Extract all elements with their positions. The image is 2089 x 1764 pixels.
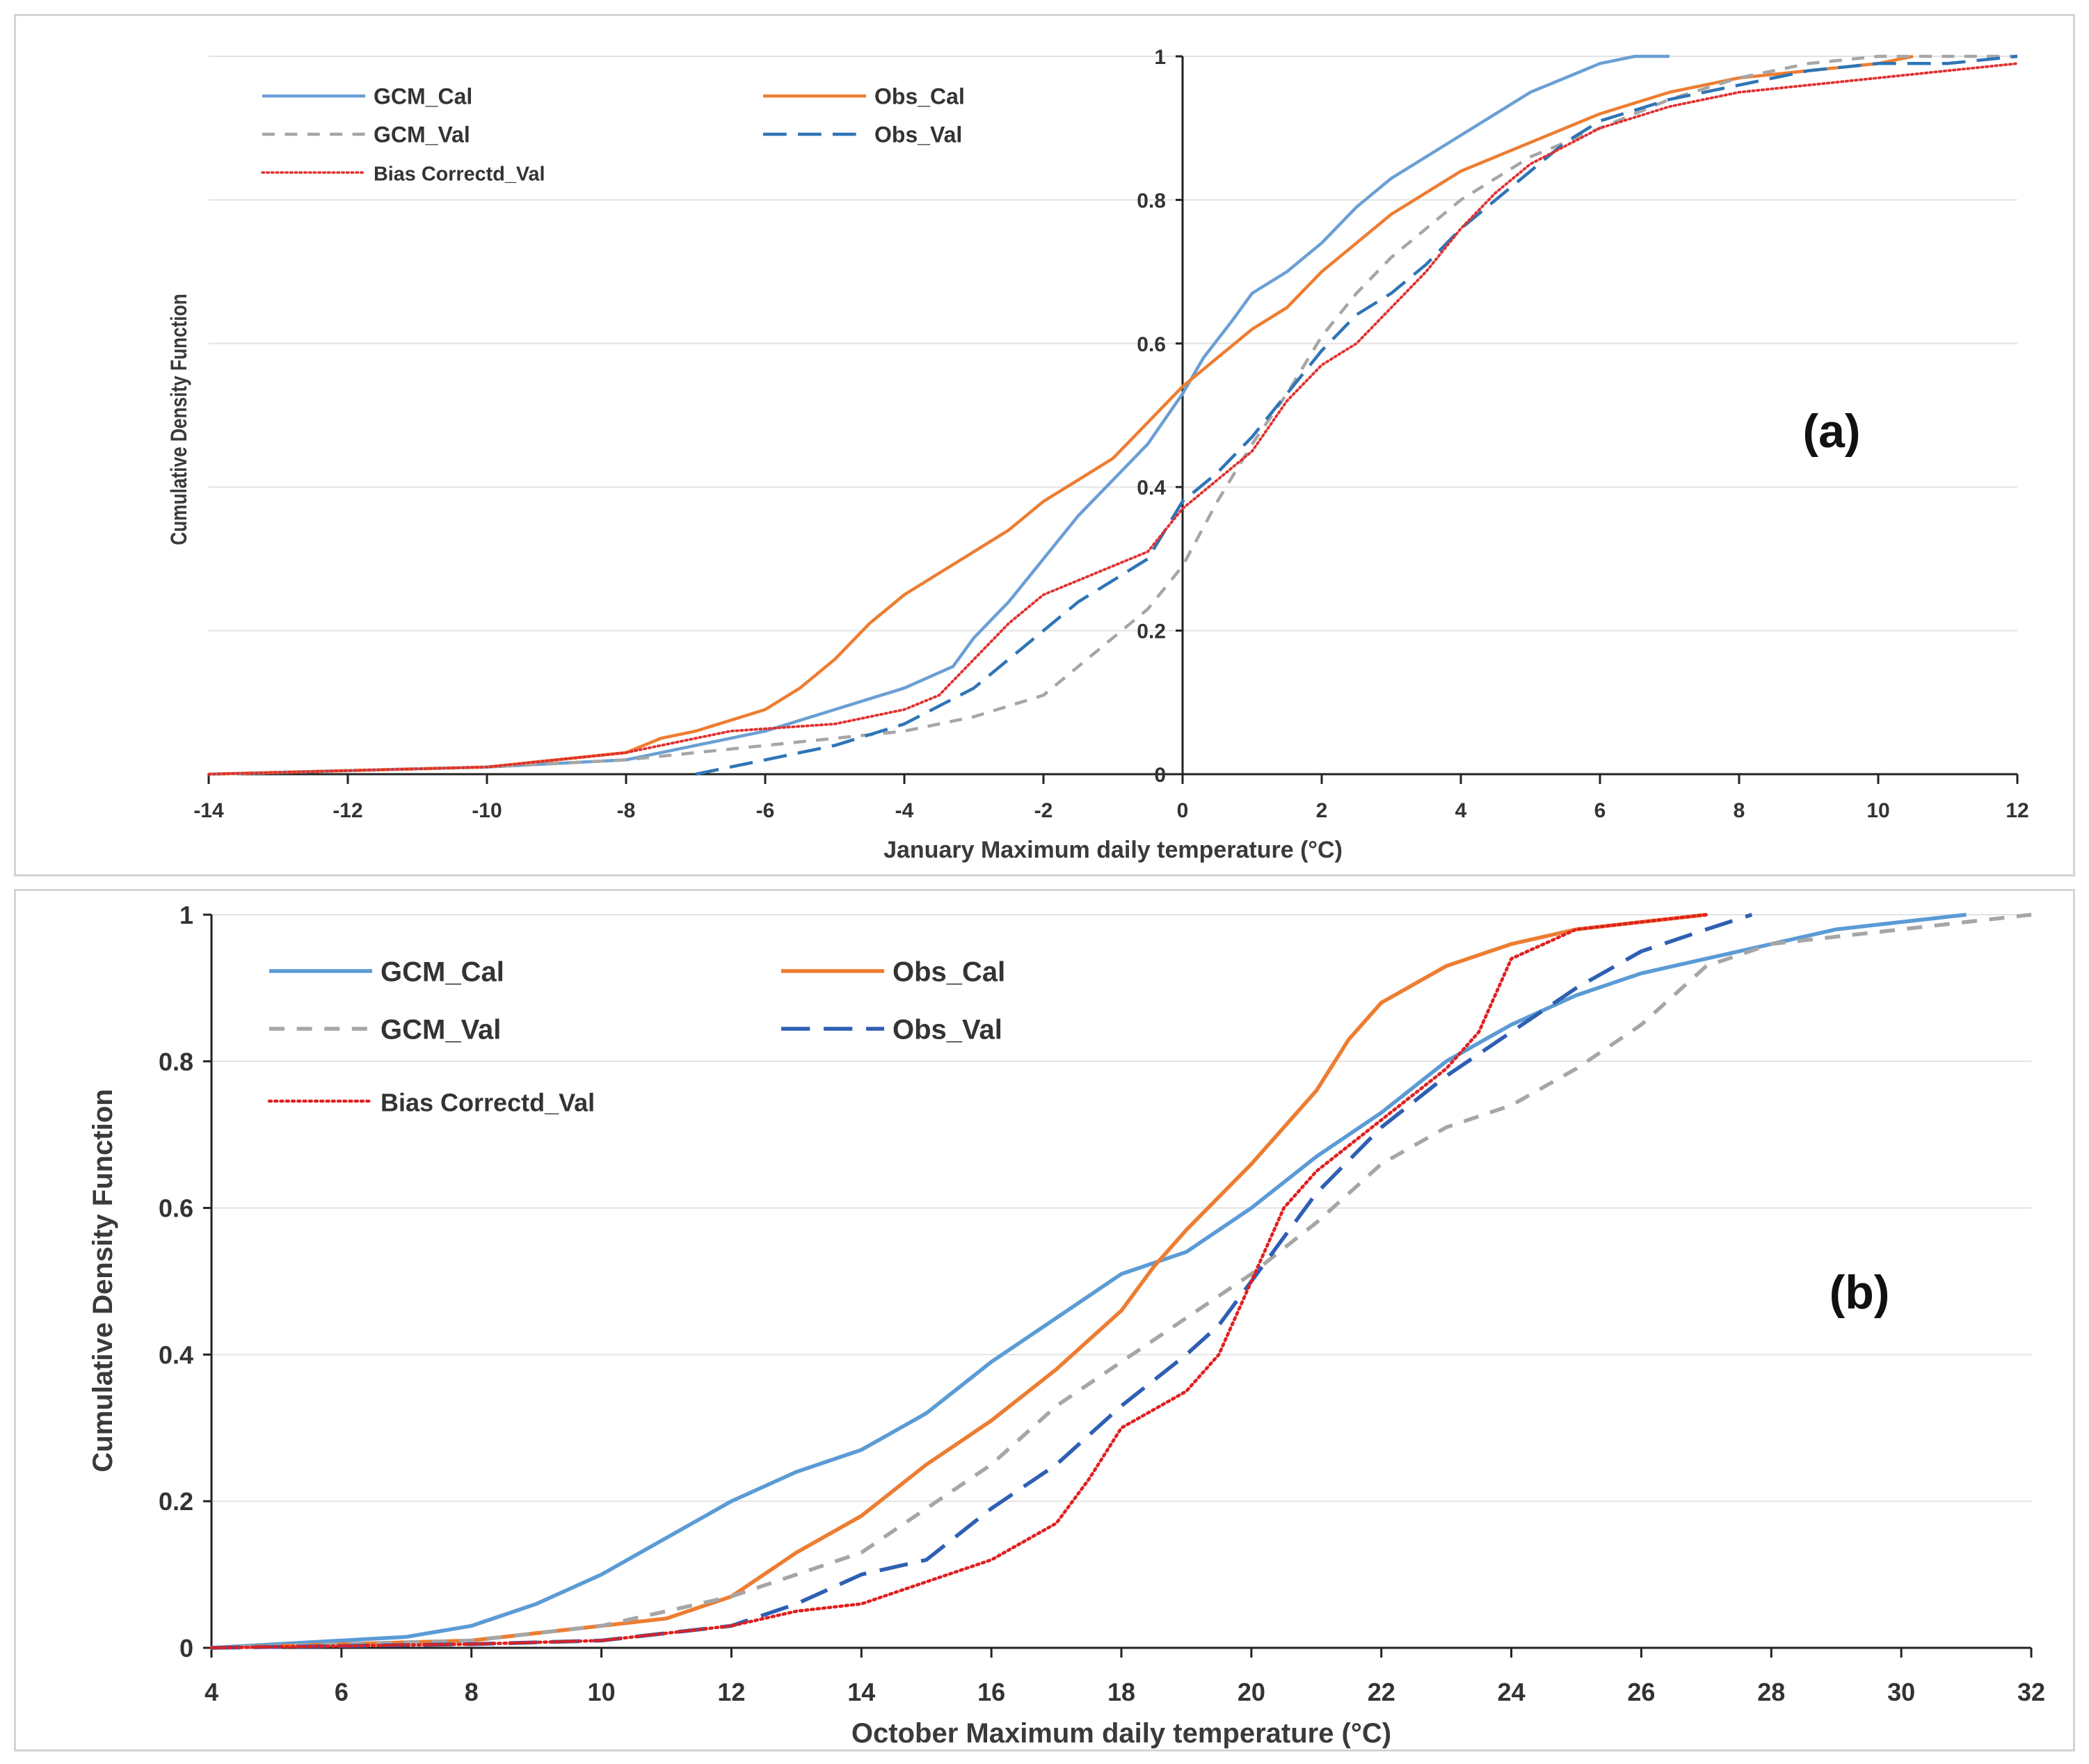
axes: 4 6 8 10 12 14 16 18 20 22 24 26 28 30 32 0 0.2 0.4 0.6 0.8… — [159, 901, 2045, 1706]
y-tick-label: 0.2 — [159, 1487, 193, 1516]
x-tick-label: 4 — [1455, 799, 1467, 822]
x-tick-label: 8 — [1734, 799, 1745, 822]
chart-panel-a: -14 -12 -10 -8 -6 -4 -2 0 2 4 6 8 10 12 0 0.2 0.4 0.6 0.8 1… — [14, 14, 2075, 876]
x-tick-label: 30 — [1887, 1678, 1915, 1706]
x-tick-label: 4 — [205, 1678, 218, 1706]
gridlines — [209, 56, 2017, 632]
legend-label: Obs_Val — [893, 1014, 1002, 1045]
y-tick-label: 1 — [179, 901, 193, 929]
y-tick-label: 0 — [179, 1634, 193, 1662]
legend: GCM_Cal Obs_Cal GCM_Val Obs_Val Bias Correct… — [267, 956, 1005, 1116]
x-tick-label: 28 — [1757, 1678, 1785, 1706]
axes: -14 -12 -10 -8 -6 -4 -2 0 2 4 6 8 10 12 0 0.2 0.4 0.6 0.8 1 — [193, 46, 2028, 822]
x-tick-label: 8 — [465, 1678, 479, 1706]
y-tick-label: 0.6 — [1137, 333, 1166, 356]
legend-label: Bias Correctd_Val — [374, 163, 545, 186]
y-tick-label: 0 — [1154, 764, 1166, 787]
x-tick-label: 6 — [1594, 799, 1606, 822]
x-tick-label: -14 — [193, 799, 224, 822]
legend-label: GCM_Val — [381, 1014, 501, 1045]
x-tick-label: 22 — [1368, 1678, 1395, 1706]
legend-label: Obs_Cal — [893, 956, 1005, 987]
x-tick-label: 2 — [1316, 799, 1328, 822]
panel-label: (b) — [1830, 1266, 1890, 1319]
x-tick-label: 10 — [1866, 799, 1889, 822]
x-tick-label: -8 — [617, 799, 636, 822]
x-tick-label: 20 — [1238, 1678, 1265, 1706]
series-line-obs-val — [695, 54, 2018, 776]
x-tick-label: 12 — [2006, 799, 2028, 822]
x-tick-label: 0 — [1177, 799, 1189, 822]
chart-panel-b: 4 6 8 10 12 14 16 18 20 22 24 26 28 30 32 0 0.2 0.4 0.6 0.8… — [14, 889, 2075, 1751]
series-line-gcm-cal — [208, 54, 1670, 776]
x-tick-label: -6 — [756, 799, 775, 822]
y-tick-label: 0.8 — [159, 1048, 193, 1076]
series-line-bias-correctd-val — [207, 62, 2019, 776]
x-tick-label: 16 — [977, 1678, 1005, 1706]
x-tick-label: 12 — [717, 1678, 745, 1706]
series-line-gcm-val — [211, 913, 2032, 1650]
legend-label: Obs_Cal — [874, 84, 965, 109]
x-tick-label: 26 — [1627, 1678, 1655, 1706]
panel-label: (a) — [1802, 405, 1860, 458]
y-axis-title: Cumulative Density Function — [168, 294, 192, 545]
x-tick-label: -4 — [895, 799, 914, 822]
y-tick-label: 0.6 — [159, 1194, 193, 1223]
x-tick-label: -12 — [333, 799, 362, 822]
y-tick-label: 0.8 — [1137, 189, 1166, 212]
y-tick-label: 0.2 — [1137, 620, 1166, 643]
x-tick-label: 18 — [1107, 1678, 1135, 1706]
x-tick-label: 32 — [2017, 1678, 2045, 1706]
legend: GCM_Cal Obs_Cal GCM_Val Obs_Val Bias Correct… — [261, 84, 965, 186]
x-tick-label: 14 — [847, 1678, 875, 1706]
x-axis-title: January Maximum daily temperature (°C) — [883, 837, 1343, 863]
x-tick-label: -2 — [1034, 799, 1053, 822]
gridlines — [211, 914, 2031, 1502]
cdf-chart-october: 4 6 8 10 12 14 16 18 20 22 24 26 28 30 32 0 0.2 0.4 0.6 0.8… — [88, 901, 2045, 1749]
x-tick-label: 6 — [335, 1678, 349, 1706]
series-line-obs-cal — [208, 54, 1914, 776]
series-lines — [207, 54, 2019, 776]
series-line-gcm-cal — [211, 913, 1967, 1650]
x-tick-label: -10 — [472, 799, 502, 822]
legend-label: GCM_Val — [374, 122, 470, 147]
legend-label: Bias Correctd_Val — [381, 1088, 595, 1116]
x-axis-title: October Maximum daily temperature (°C) — [851, 1718, 1391, 1749]
series-line-obs-cal — [211, 913, 1707, 1650]
legend-label: GCM_Cal — [374, 84, 472, 109]
legend-label: Obs_Val — [874, 122, 962, 147]
x-tick-label: 10 — [588, 1678, 616, 1706]
series-line-bias-correctd-val — [209, 913, 1708, 1650]
y-tick-label: 0.4 — [1137, 476, 1166, 499]
cdf-chart-january: -14 -12 -10 -8 -6 -4 -2 0 2 4 6 8 10 12 0 0.2 0.4 0.6 0.8 1… — [168, 46, 2029, 863]
y-tick-label: 1 — [1154, 46, 1166, 69]
series-lines — [209, 913, 2032, 1650]
y-axis-title: Cumulative Density Function — [88, 1089, 118, 1472]
y-tick-label: 0.4 — [159, 1340, 193, 1369]
legend-label: GCM_Cal — [381, 956, 504, 987]
x-tick-label: 24 — [1498, 1678, 1526, 1706]
